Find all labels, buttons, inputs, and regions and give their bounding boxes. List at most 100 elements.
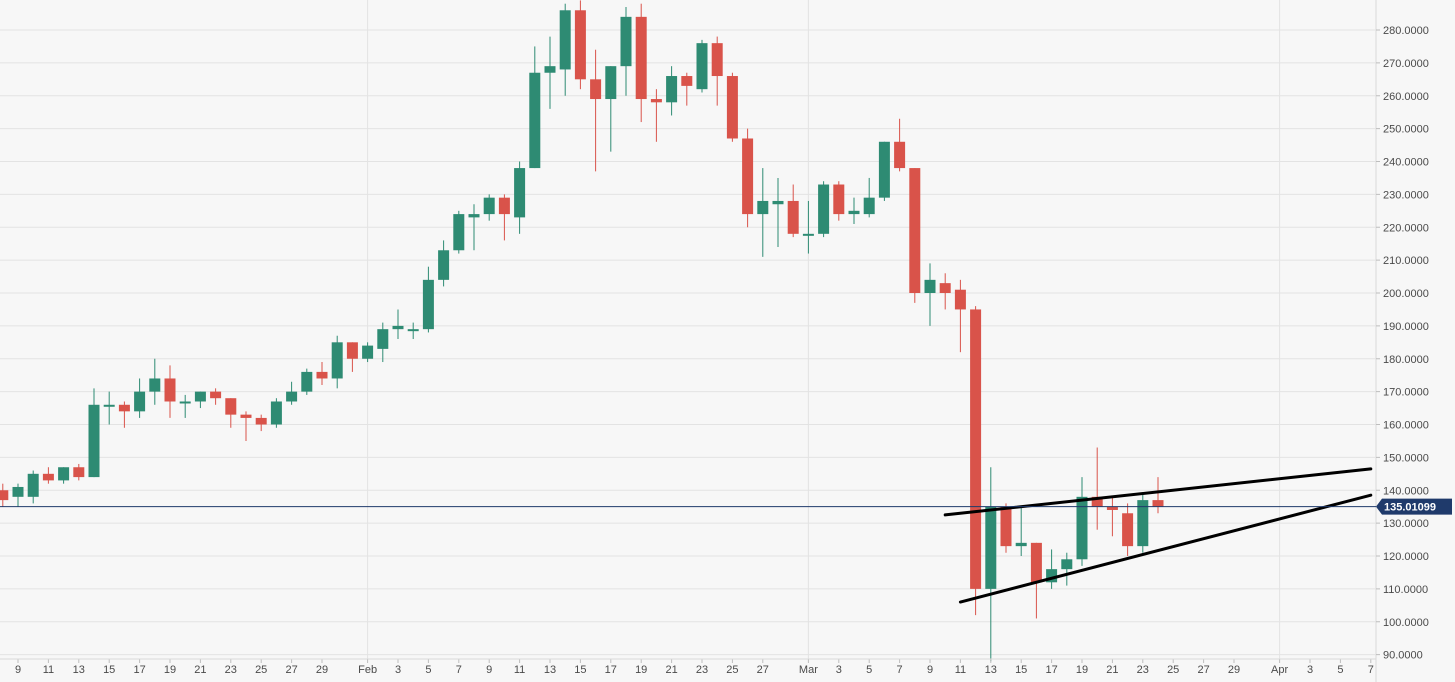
candle-body-up — [149, 378, 161, 392]
x-tick-label: 23 — [1137, 664, 1149, 676]
x-tick-label: 11 — [514, 664, 525, 676]
y-tick-label: 110.0000 — [1383, 584, 1428, 596]
candle — [559, 3, 571, 96]
candle-body-down — [498, 197, 510, 215]
candle — [574, 0, 586, 90]
candle — [1015, 506, 1027, 556]
x-tick-label: 3 — [836, 664, 842, 676]
candle — [392, 309, 404, 340]
candle — [73, 463, 85, 481]
x-tick-label: Feb — [358, 664, 377, 676]
candle-body-up — [392, 325, 404, 330]
candle — [270, 398, 282, 428]
candle — [970, 306, 982, 616]
candle-body-up — [559, 10, 571, 70]
y-tick-label: 280.0000 — [1383, 25, 1429, 37]
candle-body-down — [42, 473, 54, 481]
y-tick-label: 90.0000 — [1383, 650, 1423, 662]
candle — [12, 483, 24, 507]
candle-body-up — [407, 329, 419, 332]
candle-body-up — [757, 200, 769, 215]
candle-body-down — [833, 184, 845, 215]
candle — [483, 194, 495, 221]
y-tick-label: 160.0000 — [1383, 420, 1429, 432]
x-tick-label: 15 — [103, 664, 115, 676]
x-tick-label: 15 — [574, 664, 586, 676]
candle-body-up — [58, 467, 70, 481]
y-tick-label: 210.0000 — [1383, 255, 1429, 267]
candle-body-up — [605, 66, 617, 100]
x-tick-label: 5 — [866, 664, 872, 676]
candle — [1061, 552, 1073, 586]
candle-body-up — [134, 391, 146, 412]
candle — [681, 72, 693, 106]
candle-body-up — [1061, 559, 1073, 570]
candle-body-down — [787, 200, 799, 234]
candle-body-down — [726, 76, 738, 139]
candle — [863, 177, 875, 218]
candle-body-up — [286, 391, 298, 402]
candle-body-down — [0, 490, 9, 501]
candle-body-down — [1091, 496, 1103, 507]
candle-body-down — [346, 342, 358, 359]
candle — [742, 128, 754, 228]
x-tick-label: 13 — [544, 664, 556, 676]
x-tick-label: 23 — [225, 664, 237, 676]
y-tick-label: 260.0000 — [1383, 91, 1429, 103]
candle — [620, 6, 632, 96]
candle-body-down — [1122, 513, 1134, 547]
candle-body-up — [924, 279, 936, 293]
y-tick-label: 150.0000 — [1383, 452, 1429, 464]
price-axis: 280.0000 270.0000 260.0000 250.0000 240.0000… — [1376, 25, 1429, 662]
candle — [1137, 493, 1149, 553]
candle-body-down — [316, 371, 328, 379]
y-tick-label: 120.0000 — [1383, 551, 1429, 563]
candle — [346, 342, 358, 372]
time-axis: 9 11 13 15 17 19 21 23 25 27 29 Feb 3 5 7 9 11 13 15 17 19 21… — [0, 658, 1376, 676]
candle — [985, 467, 997, 662]
candle-body-up — [438, 250, 450, 280]
candle-body-up — [696, 43, 708, 90]
y-tick-label: 220.0000 — [1383, 222, 1429, 234]
x-tick-label: 17 — [133, 664, 145, 676]
y-tick-label: 180.0000 — [1383, 354, 1429, 366]
candle-body-down — [118, 404, 130, 412]
candle — [179, 394, 191, 418]
candle — [818, 181, 830, 238]
candle — [696, 39, 708, 93]
x-tick-label: 19 — [164, 664, 176, 676]
candle-body-up — [179, 401, 191, 404]
candle — [954, 279, 966, 353]
candle-body-up — [1076, 496, 1088, 560]
x-tick-label: 17 — [605, 664, 617, 676]
candle — [301, 368, 313, 395]
candle-body-down — [681, 76, 693, 86]
x-tick-label: 21 — [194, 664, 206, 676]
candle-body-down — [1152, 500, 1164, 507]
candle-body-up — [802, 233, 814, 236]
x-tick-label: 23 — [696, 664, 708, 676]
candle — [1106, 496, 1118, 537]
candle — [362, 342, 374, 363]
x-tick-label: 25 — [255, 664, 267, 676]
x-tick-label: 5 — [425, 664, 431, 676]
candle — [1046, 549, 1058, 589]
candle — [1152, 477, 1164, 514]
candle — [650, 89, 662, 142]
x-tick-label: 7 — [1368, 664, 1374, 676]
candle-body-down — [240, 414, 252, 418]
last-price-line: 135.01099 — [0, 498, 1452, 515]
candle-body-down — [939, 283, 951, 293]
x-tick-label: 13 — [73, 664, 85, 676]
candle-body-up — [1046, 569, 1058, 583]
candle — [1076, 477, 1088, 566]
candle — [726, 72, 738, 142]
candle — [498, 194, 510, 241]
x-tick-label: 29 — [316, 664, 328, 676]
candle — [757, 168, 769, 257]
x-tick-label: 15 — [1015, 664, 1027, 676]
x-tick-label: 9 — [927, 664, 933, 676]
candle-body-down — [1000, 506, 1012, 547]
candle — [635, 3, 647, 123]
